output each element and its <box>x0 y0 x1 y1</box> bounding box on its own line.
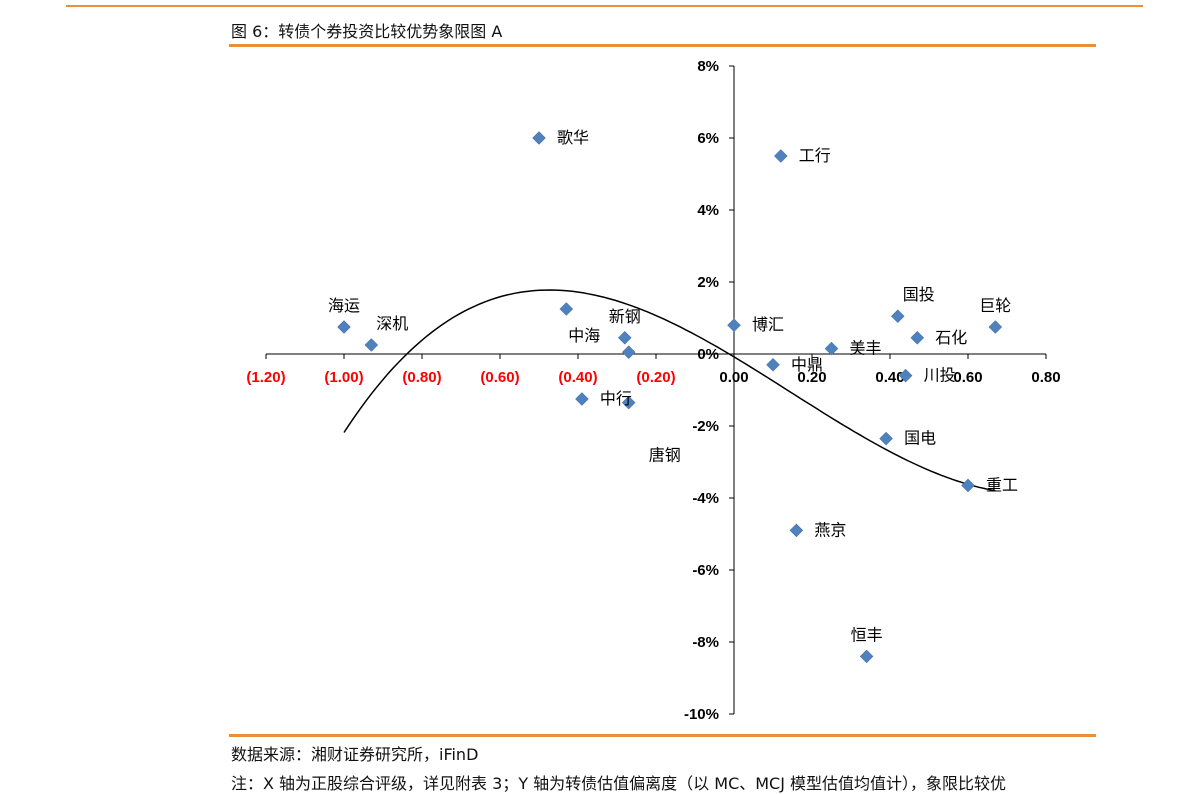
data-label: 国投 <box>903 285 935 304</box>
x-tick-label: 0.60 <box>953 369 982 386</box>
x-tick-label: (0.80) <box>402 369 441 386</box>
title-rule <box>229 44 1096 47</box>
data-point-marker <box>789 523 804 538</box>
data-point-marker <box>532 131 546 145</box>
data-point-marker <box>824 341 839 356</box>
data-label: 国电 <box>904 429 936 448</box>
figure-title: 图 6：转债个券投资比较优势象限图 A <box>231 22 503 41</box>
data-label: 石化 <box>935 328 967 347</box>
data-label: 工行 <box>799 146 831 165</box>
x-tick-label: 0.80 <box>1031 369 1060 386</box>
data-label: 唐钢 <box>649 446 681 465</box>
data-point-marker <box>859 649 874 664</box>
y-tick-label: 4% <box>697 202 719 219</box>
x-tick-label: 0.20 <box>797 369 826 386</box>
x-tick-label: (0.60) <box>480 369 519 386</box>
data-label: 中行 <box>600 389 632 408</box>
data-label: 中鼎 <box>791 355 823 374</box>
data-point-marker <box>773 149 788 163</box>
trend-curve-line <box>343 289 996 492</box>
data-label: 恒丰 <box>851 625 883 644</box>
data-label: 深机 <box>376 314 408 333</box>
data-label: 重工 <box>986 475 1018 494</box>
data-point-marker <box>879 431 893 446</box>
data-points <box>337 131 1003 664</box>
data-point-marker <box>766 357 780 372</box>
x-tick-label: 0.40 <box>875 369 904 386</box>
x-tick-label: (0.20) <box>636 369 675 386</box>
data-point-marker <box>575 392 589 406</box>
data-label: 博汇 <box>752 315 784 334</box>
data-point-marker <box>364 338 379 352</box>
y-tick-label: -2% <box>692 418 719 435</box>
x-tick-label: (1.00) <box>324 369 363 386</box>
data-point-marker <box>559 302 574 316</box>
data-point-marker <box>337 320 351 334</box>
data-label: 燕京 <box>814 520 846 539</box>
data-point-marker <box>727 318 741 333</box>
x-tick-label: (0.40) <box>558 369 597 386</box>
data-point-marker <box>961 478 975 493</box>
y-tick-label: -6% <box>692 562 719 579</box>
data-label: 中海 <box>568 326 600 345</box>
data-point-marker <box>617 330 632 345</box>
y-tick-label: -10% <box>684 706 719 723</box>
trend-curve <box>343 289 996 492</box>
data-point-marker <box>890 309 905 324</box>
data-label: 海运 <box>328 296 360 315</box>
y-tick-label: 2% <box>697 274 719 291</box>
y-tick-label: -8% <box>692 634 719 651</box>
chart-axes: (1.20) (1.00) (0.80) (0.60) (0.40) (0.20) 0.00… <box>246 58 1060 723</box>
data-label: 美丰 <box>850 339 882 358</box>
data-point-marker <box>621 395 636 410</box>
y-tick-label: 0% <box>697 346 719 363</box>
data-label: 歌华 <box>557 128 589 147</box>
figure-note: 注：X 轴为正股综合评级，详见附表 3；Y 轴为转债估值偏离度（以 MC、MCJ… <box>231 774 1007 793</box>
x-tick-label: 0.00 <box>719 369 748 386</box>
data-source: 数据来源：湘财证券研究所，iFinD <box>231 745 479 764</box>
data-label: 新钢 <box>609 307 641 326</box>
y-tick-label: 6% <box>697 130 719 147</box>
bottom-rule <box>229 734 1096 737</box>
data-point-marker <box>898 368 913 383</box>
data-point-marker <box>988 320 1003 334</box>
data-point-marker <box>910 330 925 345</box>
data-label: 川投 <box>924 366 956 385</box>
y-tick-label: 8% <box>697 58 719 75</box>
x-tick-label: (1.20) <box>246 369 285 386</box>
y-tick-label: -4% <box>692 490 719 507</box>
top-rule <box>66 5 1143 7</box>
data-label: 巨轮 <box>979 296 1011 315</box>
data-point-marker <box>621 345 636 360</box>
